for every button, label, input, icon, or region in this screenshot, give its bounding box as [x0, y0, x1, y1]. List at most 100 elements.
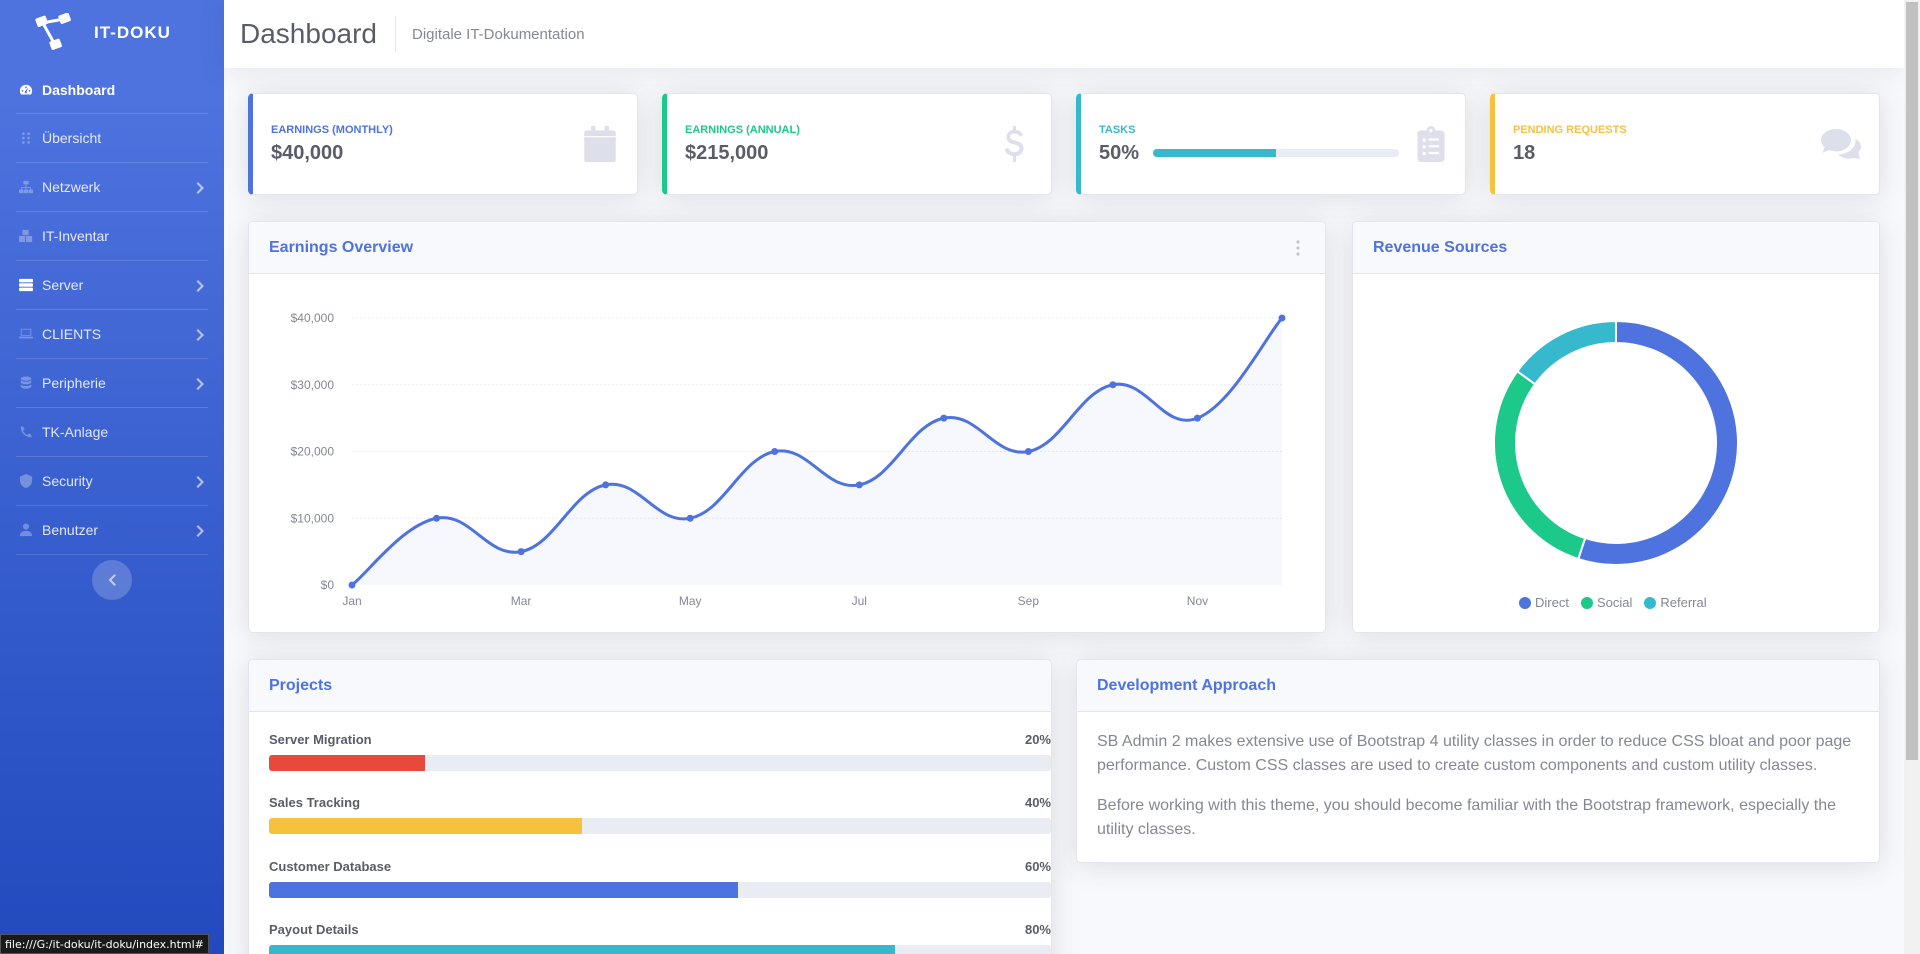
stat-title: Earnings (Monthly)	[271, 123, 393, 136]
project-percent: 60%	[1024, 859, 1051, 874]
project-item: Sales Tracking 40%	[269, 795, 1051, 834]
revenue-donut-chart	[1493, 319, 1739, 566]
x-tick-label: Sep	[1018, 594, 1040, 608]
stat-card-earnings-monthly: Earnings (Monthly) $40,000	[248, 93, 638, 195]
legend-swatch	[1580, 596, 1593, 609]
card-title: Projects	[269, 676, 333, 694]
card-title: Revenue Sources	[1373, 238, 1508, 256]
project-name: Sales Tracking	[269, 795, 361, 810]
x-tick-label: Mar	[511, 594, 532, 608]
legend-swatch	[1519, 596, 1531, 609]
sidebar-item-tk-anlage[interactable]: TK-Anlage	[16, 408, 208, 457]
scrollbar-thumb[interactable]	[1906, 2, 1918, 760]
card-title: Development Approach	[1097, 676, 1276, 694]
sidebar-item-security[interactable]: Security	[16, 457, 208, 506]
page-scrollbar[interactable]	[1904, 0, 1920, 954]
sidebar-item-peripherie[interactable]: Peripherie	[16, 359, 208, 408]
card-header: Earnings Overview	[249, 222, 1325, 274]
project-name: Payout Details	[269, 922, 359, 937]
sidebar-brand[interactable]: IT-DOKU	[0, 0, 224, 66]
project-name: Customer Database	[269, 859, 392, 874]
sidebar-item-label: Übersicht	[42, 130, 102, 146]
earnings-overview-card: Earnings Overview $0 $10,000 $20,000 $30,00…	[248, 221, 1326, 633]
donut-slice	[1515, 319, 1617, 386]
page-title: Dashboard	[240, 18, 377, 49]
sidebar-item-label: Peripherie	[42, 375, 106, 391]
area-fill	[352, 318, 1282, 585]
sidebar-item-uebersicht[interactable]: Übersicht	[16, 114, 208, 163]
data-point	[602, 481, 610, 489]
sidebar-item-clients[interactable]: CLIENTS	[16, 310, 208, 359]
project-percent: 40%	[1024, 795, 1051, 810]
y-tick-label: $0	[321, 578, 335, 592]
card-header: Projects	[249, 660, 1051, 712]
chevron-right-icon	[196, 279, 206, 292]
legend-label: Social	[1596, 595, 1633, 610]
sidebar-item-label: IT-Inventar	[42, 228, 109, 244]
phone-icon	[18, 425, 34, 439]
server-icon	[18, 278, 34, 292]
stat-card-pending-requests: Pending Requests 18	[1490, 93, 1880, 195]
project-percent: 20%	[1024, 732, 1051, 747]
sidebar-toggle-button[interactable]	[92, 560, 132, 600]
user-icon	[18, 523, 34, 537]
sidebar-item-label: CLIENTS	[42, 326, 102, 342]
stat-title: Earnings (Annual)	[685, 123, 800, 136]
legend-swatch	[1644, 596, 1657, 609]
sidebar-item-dashboard[interactable]: Dashboard	[16, 66, 208, 114]
sidebar-item-label: Server	[42, 277, 84, 293]
sidebar-item-label: Dashboard	[42, 81, 116, 98]
project-progress-bar	[269, 755, 1051, 771]
sidebar-item-label: TK-Anlage	[42, 424, 109, 440]
development-approach-card: Development Approach SB Admin 2 makes ex…	[1076, 659, 1880, 863]
network-share-icon	[34, 12, 76, 53]
legend-item[interactable]: Social	[1580, 595, 1633, 610]
x-tick-label: May	[679, 594, 702, 608]
comments-icon	[1821, 126, 1861, 162]
x-tick-label: Nov	[1187, 594, 1208, 608]
chevron-right-icon	[196, 328, 206, 341]
card-title: Earnings Overview	[269, 238, 414, 256]
project-progress-bar	[269, 818, 1051, 834]
more-vertical-icon[interactable]	[1295, 240, 1301, 256]
clipboard-list-icon	[1417, 126, 1445, 162]
project-progress-bar	[269, 882, 1051, 898]
card-header: Revenue Sources	[1353, 222, 1879, 274]
project-percent: 80%	[1024, 922, 1051, 937]
y-tick-label: $30,000	[291, 378, 335, 392]
page-subtitle: Digitale IT-Dokumentation	[411, 25, 585, 43]
sidebar-item-benutzer[interactable]: Benutzer	[16, 506, 208, 555]
sidebar-item-server[interactable]: Server	[16, 261, 208, 310]
stat-title: Tasks	[1099, 123, 1136, 136]
legend-item[interactable]: Referral	[1644, 595, 1707, 610]
data-point	[686, 514, 694, 522]
sitemap-icon	[18, 180, 34, 194]
stat-card-earnings-annual: Earnings (Annual) $215,000	[662, 93, 1052, 195]
dollar-icon	[1003, 126, 1025, 162]
donut-slice	[1493, 369, 1587, 561]
data-point	[433, 514, 441, 522]
grid-dots-icon	[18, 131, 34, 145]
project-progress-bar	[269, 945, 1051, 954]
project-progress-fill	[269, 755, 426, 771]
laptop-icon	[18, 327, 34, 341]
chart-legend: Direct Social Referral	[1519, 595, 1707, 610]
topbar: Dashboard Digitale IT-Dokumentation	[224, 0, 1904, 68]
chevron-left-icon	[106, 574, 118, 586]
project-item: Customer Database 60%	[269, 859, 1051, 898]
sidebar-item-netzwerk[interactable]: Netzwerk	[16, 163, 208, 212]
sidebar-item-it-inventar[interactable]: IT-Inventar	[16, 212, 208, 261]
y-tick-label: $40,000	[291, 311, 335, 325]
project-progress-fill	[269, 945, 895, 954]
sidebar-item-label: Security	[42, 473, 93, 489]
data-point	[940, 414, 948, 422]
brand-name: IT-DOKU	[94, 23, 171, 42]
legend-label: Referral	[1660, 595, 1707, 610]
boxes-icon	[18, 229, 34, 243]
data-point	[1024, 448, 1032, 455]
stat-value: $40,000	[271, 141, 344, 164]
legend-item[interactable]: Direct	[1519, 595, 1569, 610]
x-tick-label: Jan	[342, 594, 361, 608]
sidebar-item-label: Benutzer	[42, 522, 99, 538]
x-tick-label: Jul	[852, 594, 867, 608]
